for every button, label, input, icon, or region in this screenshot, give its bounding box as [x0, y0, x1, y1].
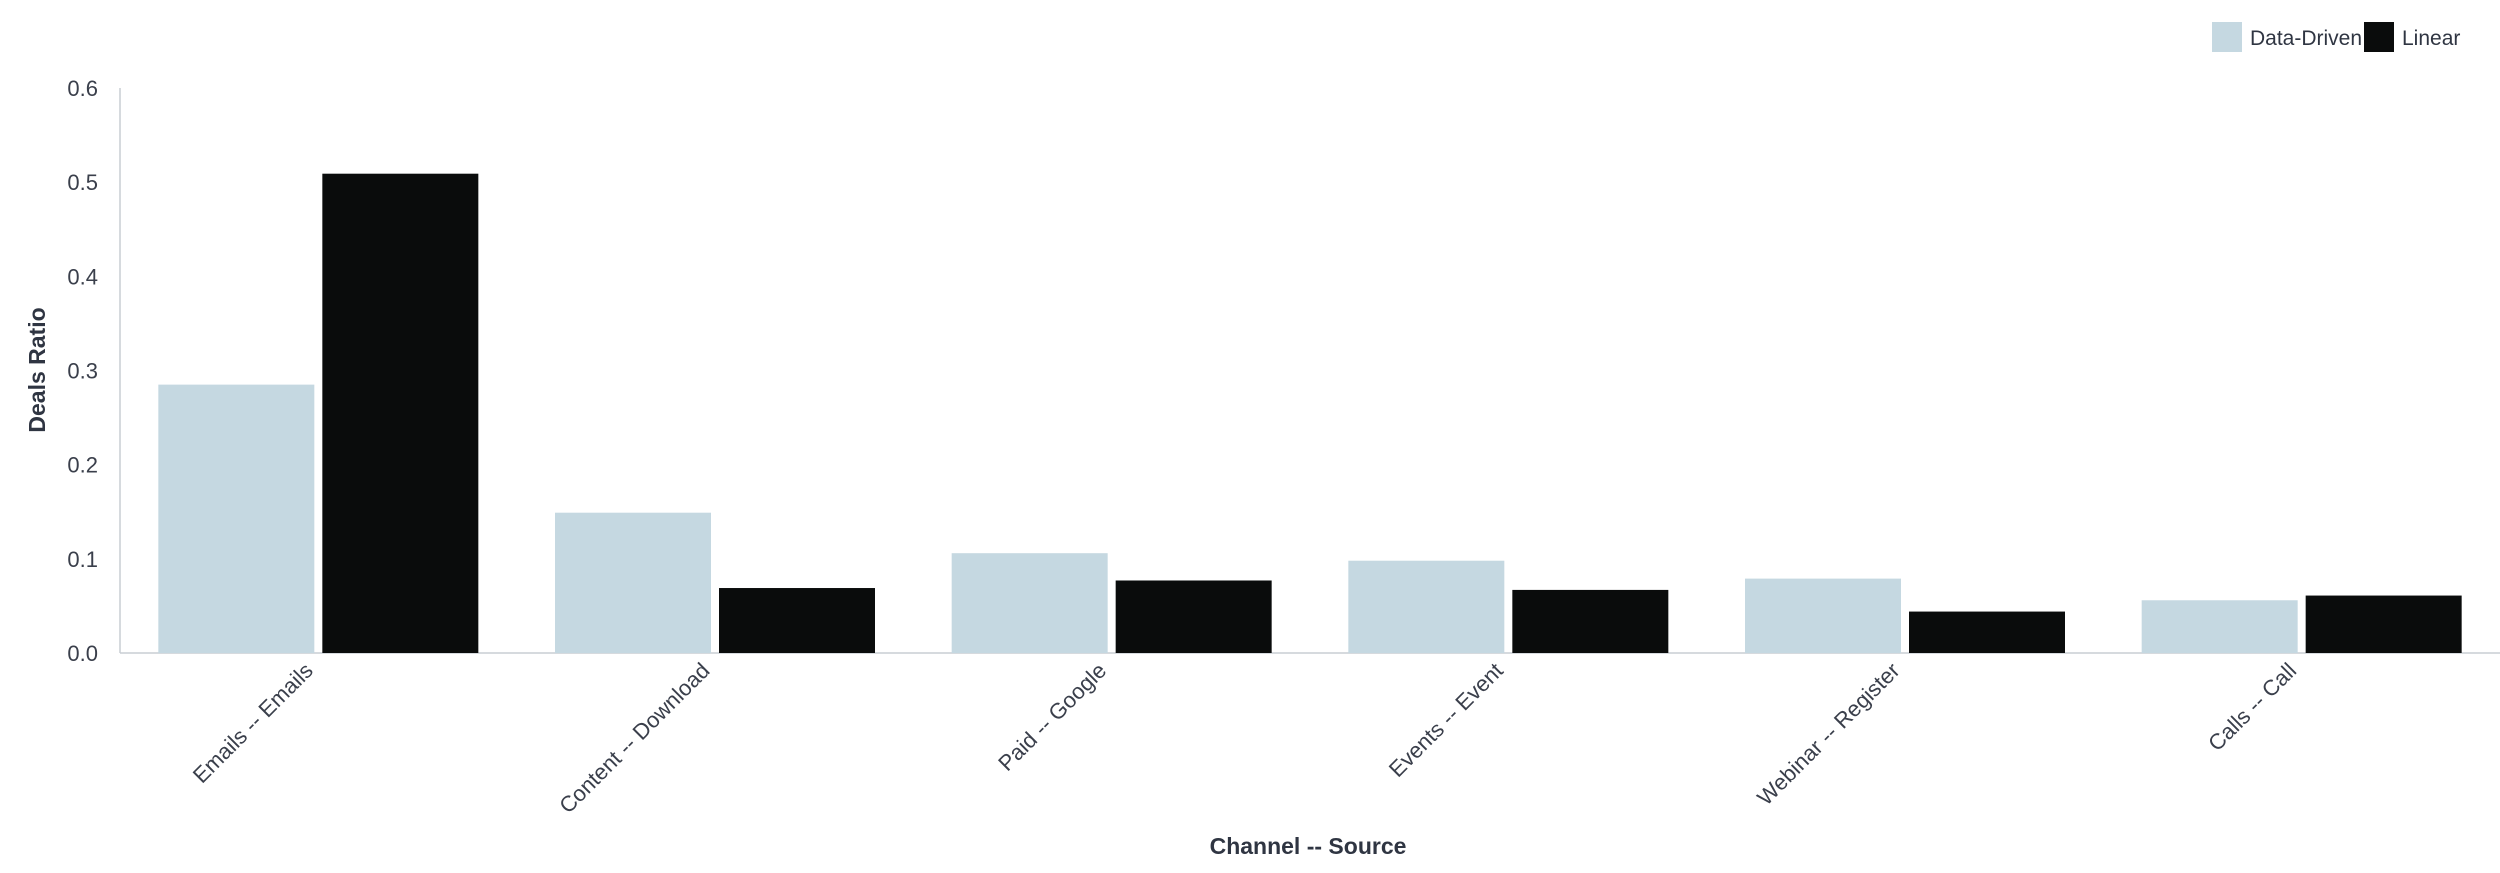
y-tick-label: 0.6	[67, 76, 98, 101]
legend-swatch-linear	[2364, 22, 2394, 52]
bars	[158, 173, 2462, 654]
bar-linear-3[interactable]	[1512, 589, 1669, 653]
bar-linear-1[interactable]	[719, 588, 875, 653]
y-tick-label: 0.1	[67, 547, 98, 572]
bar-data-driven-4[interactable]	[1745, 578, 1901, 653]
y-tick-labels: 0.0 0.1 0.2 0.3 0.4 0.5 0.6	[67, 76, 98, 666]
y-tick-label: 0.4	[67, 264, 98, 289]
x-tick-label: Emails -- Emails	[188, 658, 318, 788]
bar-linear-2[interactable]	[1115, 580, 1272, 653]
x-tick-label: Content -- Download	[554, 658, 714, 818]
legend-label-data-driven: Data-Driven	[2250, 27, 2362, 50]
x-tick-label: Events -- Event	[1384, 658, 1508, 782]
y-tick-label: 0.5	[67, 170, 98, 195]
bar-linear-5[interactable]	[2305, 595, 2462, 653]
bar-data-driven-2[interactable]	[951, 553, 1108, 653]
bar-linear-0[interactable]	[322, 173, 479, 654]
y-axis-title: Deals Ratio	[24, 307, 50, 432]
y-tick-label: 0.0	[67, 641, 98, 666]
x-tick-label: Paid -- Google	[993, 658, 1111, 776]
y-tick-label: 0.2	[67, 453, 98, 478]
bar-data-driven-1[interactable]	[555, 512, 711, 653]
x-tick-label: Calls -- Call	[2203, 658, 2301, 756]
legend-label-linear: Linear	[2402, 27, 2460, 50]
legend-swatch-data-driven	[2212, 22, 2242, 52]
bar-linear-4[interactable]	[1909, 611, 2065, 653]
x-tick-labels: Emails -- Emails Content -- Download Paid …	[188, 658, 2301, 818]
bar-data-driven-0[interactable]	[158, 384, 315, 653]
bar-data-driven-5[interactable]	[2141, 600, 2298, 653]
x-axis-title: Channel -- Source	[1210, 833, 1407, 859]
bar-data-driven-3[interactable]	[1348, 560, 1505, 653]
x-tick-label: Webinar -- Register	[1752, 658, 1904, 810]
legend-item-data-driven[interactable]: Data-Driven	[2212, 22, 2362, 52]
legend: Data-Driven Linear	[2212, 22, 2460, 52]
y-tick-label: 0.3	[67, 359, 98, 384]
legend-item-linear[interactable]: Linear	[2364, 22, 2460, 52]
